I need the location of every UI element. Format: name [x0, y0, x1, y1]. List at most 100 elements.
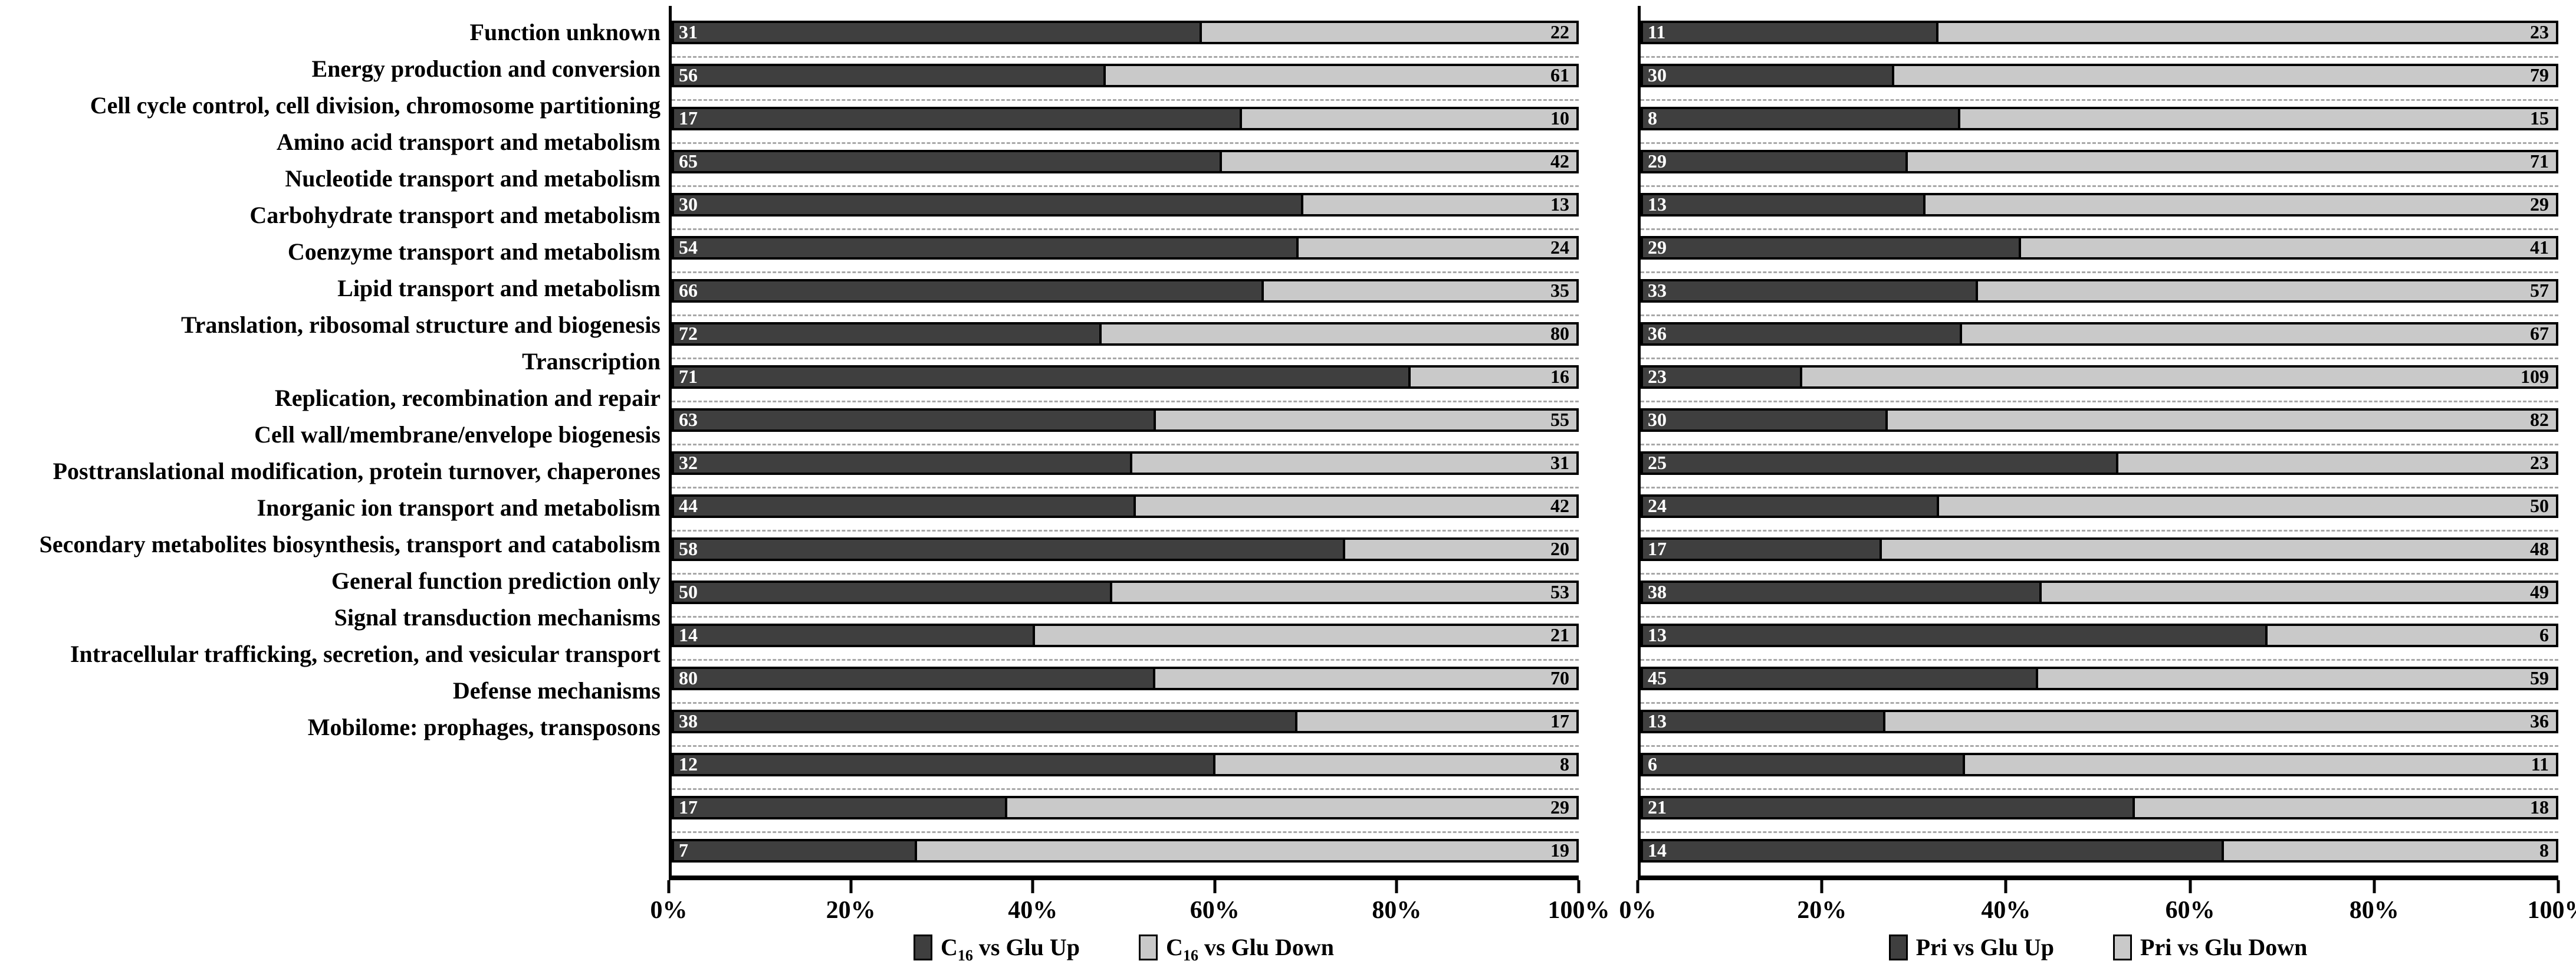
up-value-label: 80: [679, 668, 698, 687]
down-value-label: 42: [1550, 496, 1569, 515]
bar-row: 45 59: [1641, 667, 2558, 703]
down-value-label: 23: [2530, 22, 2549, 41]
legend-item: Pri vs Glu Down: [2113, 935, 2307, 960]
up-segment: [1643, 23, 1938, 42]
up-segment: [674, 497, 1136, 516]
legend-label-text: vs Glu Up: [1947, 934, 2054, 960]
up-value-label: 29: [1648, 152, 1667, 170]
up-segment: [1643, 712, 1885, 731]
right-legend: Pri vs Glu Up Pri vs Glu Down: [1638, 935, 2558, 960]
category-label: Secondary metabolites biosynthesis, tran…: [40, 533, 669, 556]
up-segment: [674, 281, 1264, 300]
legend-label: C16 vs Glu Up: [941, 936, 1080, 959]
category-row: Energy production and conversion: [0, 51, 669, 87]
up-segment: [674, 669, 1155, 688]
up-value-label: 30: [679, 195, 698, 214]
legend-label-subscript: 16: [1183, 947, 1198, 964]
category-label: Amino acid transport and metabolism: [277, 130, 669, 154]
up-segment: [1643, 109, 1960, 128]
legend-label-text: Pri: [2140, 934, 2171, 960]
up-value-label: 30: [1648, 65, 1667, 84]
up-value-label: 21: [1648, 798, 1667, 817]
up-segment: [674, 152, 1222, 171]
category-row: Secondary metabolites biosynthesis, tran…: [0, 526, 669, 563]
down-value-label: 31: [1550, 453, 1569, 472]
axis-tick-label: 100%: [2528, 897, 2576, 924]
legend-label: Pri vs Glu Up: [1916, 936, 2054, 959]
up-segment: [1643, 626, 2268, 645]
axis-tick: [849, 880, 852, 893]
up-value-label: 54: [679, 238, 698, 257]
category-row: Coenzyme transport and metabolism: [0, 234, 669, 270]
down-value-label: 8: [1560, 755, 1569, 773]
legend-label-text: C: [941, 934, 958, 960]
down-value-label: 49: [2530, 582, 2549, 601]
up-value-label: 25: [1648, 453, 1667, 472]
up-value-label: 23: [1648, 367, 1667, 386]
up-segment: [674, 238, 1299, 257]
down-value-label: 41: [2530, 238, 2549, 257]
axis-tick-label: 100%: [1548, 897, 1610, 924]
legend-label-subscript: 16: [958, 947, 973, 964]
up-value-label: 72: [679, 324, 698, 343]
up-segment: [674, 540, 1345, 559]
legend-swatch-up: [914, 935, 932, 960]
category-label: Cell wall/membrane/envelope biogenesis: [254, 423, 669, 447]
category-row: Carbohydrate transport and metabolism: [0, 197, 669, 234]
up-segment: [674, 109, 1242, 128]
legend-label: Pri vs Glu Down: [2140, 936, 2307, 959]
category-row: Mobilome: prophages, transposons: [0, 709, 669, 746]
axis-tick: [1395, 880, 1398, 893]
category-row: General function prediction only: [0, 563, 669, 599]
up-value-label: 13: [1648, 625, 1667, 644]
axis-tick-label: 0%: [650, 897, 688, 924]
axis-tick: [1578, 880, 1581, 893]
up-segment: [674, 841, 917, 860]
category-row: Nucleotide transport and metabolism: [0, 160, 669, 197]
up-value-label: 44: [679, 496, 698, 515]
legend-item: C16 vs Glu Up: [914, 935, 1080, 960]
category-row: Cell wall/membrane/envelope biogenesis: [0, 417, 669, 453]
category-label: Carbohydrate transport and metabolism: [249, 204, 669, 227]
up-value-label: 14: [1648, 841, 1667, 860]
category-label: Energy production and conversion: [311, 57, 669, 81]
bar-row: 44 42: [672, 494, 1579, 531]
up-segment: [674, 368, 1411, 386]
up-value-label: 45: [1648, 668, 1667, 687]
up-value-label: 56: [679, 65, 698, 84]
axis-tick-label: 40%: [1981, 897, 2030, 924]
category-label: Defense mechanisms: [453, 679, 669, 703]
down-value-label: 24: [1550, 238, 1569, 257]
down-value-label: 29: [1550, 798, 1569, 817]
down-value-label: 109: [2521, 367, 2549, 386]
down-value-label: 59: [2530, 668, 2549, 687]
axis-tick-label: 80%: [2350, 897, 2399, 924]
up-value-label: 33: [1648, 281, 1667, 300]
bar-row: 23 109: [1641, 365, 2558, 402]
down-value-label: 23: [2530, 453, 2549, 472]
axis-tick-label: 0%: [1619, 897, 1657, 924]
